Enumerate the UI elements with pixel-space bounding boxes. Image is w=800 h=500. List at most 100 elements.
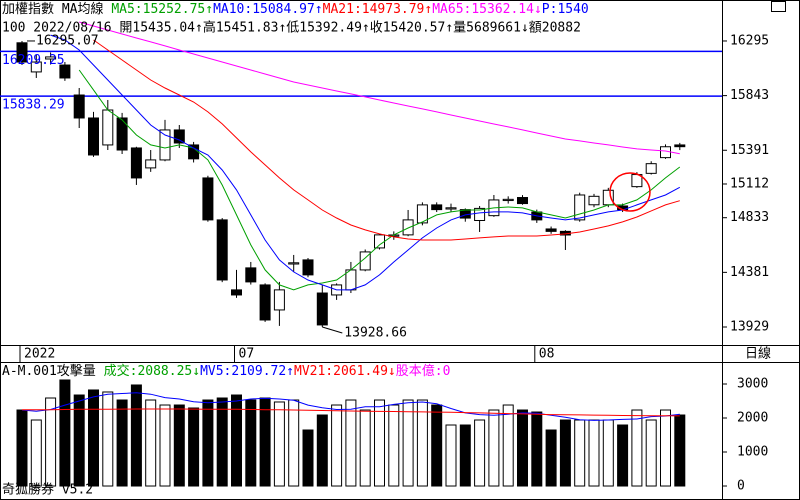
volume-bar	[517, 409, 528, 487]
candle-body	[16, 42, 28, 63]
y-tick-label: 0	[737, 479, 745, 494]
x-tick-label: 07	[239, 347, 255, 362]
y-tick-label: 3000	[737, 376, 768, 391]
candle-body	[474, 207, 486, 221]
y-tick-label: 14833	[730, 210, 769, 225]
ma-line	[93, 39, 680, 241]
volume-bar	[88, 389, 99, 487]
y-tick-label: 16295	[730, 33, 769, 48]
candle-body	[145, 159, 157, 169]
candle-body	[88, 117, 99, 156]
volume-bar	[173, 404, 185, 487]
volume-bar	[431, 404, 443, 487]
candle-body	[231, 289, 242, 296]
volume-bar	[416, 399, 428, 487]
volume-bar	[302, 429, 314, 487]
ma-line	[79, 21, 680, 155]
volume-bar	[588, 419, 600, 487]
volume-header: A-M.001攻擊量 成交:2088.25↓MV5:2109.72↑MV21:2…	[2, 363, 450, 379]
volume-bar	[331, 404, 343, 487]
volume-bar	[402, 399, 414, 487]
volume-bar	[102, 391, 114, 487]
price-panel	[0, 21, 722, 328]
candle-body	[374, 234, 385, 249]
legend-entry: MV21:2061.49↓	[294, 364, 396, 379]
window-icon[interactable]	[771, 1, 786, 12]
candle-body	[431, 204, 443, 211]
extra-label: 股本億:0	[396, 363, 451, 379]
volume-bar	[59, 379, 71, 487]
volume-bar	[388, 404, 400, 487]
volume-bar	[359, 409, 371, 487]
volume-bar	[559, 419, 571, 487]
min-label: 13928.66	[344, 326, 407, 341]
volume-bar	[660, 409, 671, 487]
candle-body	[545, 228, 557, 232]
y-tick-label: 13929	[730, 319, 769, 334]
candle-body	[660, 146, 671, 159]
candle-body	[45, 56, 57, 60]
volume-bar	[273, 401, 285, 487]
volume-bar	[602, 419, 614, 487]
min-connector	[322, 326, 343, 334]
volume-bar	[30, 419, 42, 487]
volume-bar	[45, 397, 57, 487]
volume-panel	[16, 379, 686, 487]
candle-body	[30, 61, 42, 73]
volume-bar	[245, 399, 257, 487]
candle-body	[359, 251, 371, 271]
footer-label: 奇狐勝券 v5.2	[2, 482, 93, 498]
candle-body	[502, 198, 514, 202]
volume-bar	[288, 399, 300, 487]
legend-entry: MA65:15362.14↓	[432, 2, 542, 17]
legend-entry: MA5:15252.75↑	[111, 2, 213, 17]
x-tick-label: 2022	[24, 347, 55, 362]
period-label: 日線	[745, 346, 771, 362]
candle-body	[116, 117, 128, 151]
volume-bar	[488, 409, 500, 487]
volume-bar	[188, 407, 200, 487]
candle-body	[316, 292, 328, 326]
candle-body	[173, 129, 185, 144]
volume-bar	[645, 419, 657, 487]
level-label: 16209.25	[2, 53, 65, 68]
candle-body	[259, 284, 271, 321]
volume-bar	[216, 397, 228, 487]
volume-bar	[73, 394, 85, 487]
highlight-circle	[609, 172, 651, 212]
candle-body	[216, 219, 228, 281]
chart-title: 加權指數 MA均線	[2, 1, 103, 17]
candle-body	[202, 177, 214, 221]
volume-bar	[459, 424, 471, 487]
candle-body	[302, 259, 314, 276]
y-tick-label: 15843	[730, 88, 769, 103]
candle-body	[59, 64, 71, 79]
volume-bar	[259, 397, 271, 487]
ma-line	[78, 69, 681, 291]
candle-body	[130, 147, 142, 179]
legend-entry: MV5:2109.72↑	[200, 364, 294, 379]
volume-bar	[445, 424, 457, 487]
volume-bar	[16, 409, 28, 487]
candle-body	[517, 197, 528, 205]
legend-entry: MA21:14973.79↑	[323, 2, 433, 17]
candle-body	[245, 267, 257, 283]
volume-bar	[145, 399, 157, 487]
volume-bar	[316, 414, 328, 487]
ma-line	[21, 392, 680, 421]
volume-bar	[574, 419, 586, 487]
header-line: 加權指數 MA均線 MA5:15252.75↑MA10:15084.97↑MA2…	[2, 1, 589, 17]
level-label: 15838.29	[2, 98, 65, 113]
extra-label: P:1540	[542, 2, 589, 17]
y-tick-label: 14381	[730, 265, 769, 280]
volume-bar	[502, 404, 514, 487]
candle-body	[73, 94, 85, 119]
candle-body	[445, 207, 457, 210]
candle-body	[602, 189, 614, 206]
info-line: 100 2022/08/16 開15435.04↑高15451.83↑低1539…	[2, 20, 581, 36]
candle-body	[416, 204, 428, 224]
candle-body	[574, 194, 586, 221]
y-tick-label: 15391	[730, 143, 769, 158]
candle-body	[102, 109, 114, 146]
